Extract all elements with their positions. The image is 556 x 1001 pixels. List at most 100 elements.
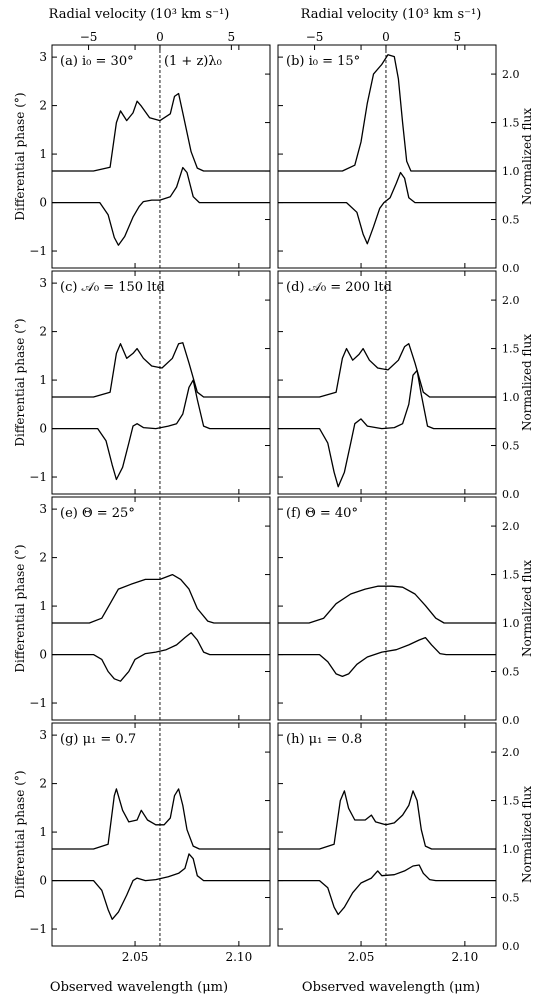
flux-tick-label: 2.0 — [502, 746, 520, 759]
top-axis-label-left: Radial velocity (10³ km s⁻¹) — [49, 7, 230, 22]
flux-tick-label: 1.0 — [502, 391, 520, 404]
panel-b: −5 0 5 0.0 0.5 1.0 1.5 2.0 Normalized flux (b) i₀… — [277, 30, 534, 275]
panel-label: (f) Θ = 40° — [286, 506, 358, 521]
phase-axis-label: Differential phase (°) — [13, 92, 27, 220]
phase-curve — [52, 853, 270, 920]
panel-c: −1 0 1 2 3 Differential phase (°) (c) 𝒜₀ = 150… — [13, 270, 271, 495]
top-axis-label-right: Radial velocity (10³ km s⁻¹) — [301, 7, 482, 22]
flux-curve — [52, 92, 270, 172]
flux-curve — [278, 54, 496, 172]
panel-e: −1 0 1 2 3 Differential phase (°) (e) Θ = 25° — [13, 496, 271, 721]
velocity-tick-label: 0 — [382, 30, 390, 44]
phase-axis-label: Differential phase (°) — [13, 544, 27, 672]
phase-curve — [278, 171, 496, 245]
flux-axis-label: Normalized flux — [520, 560, 534, 657]
wavelength-tick-label: 2.10 — [451, 950, 478, 964]
phase-tick-label: 1 — [39, 825, 47, 839]
bottom-axis-label-right: Observed wavelength (μm) — [302, 980, 480, 995]
panel-frame — [51, 44, 271, 269]
flux-tick-label: 0.0 — [502, 714, 520, 727]
panel-label: (g) μ₁ = 0.7 — [60, 732, 136, 747]
velocity-tick-label: −5 — [80, 30, 98, 44]
phase-tick-label: 0 — [39, 648, 47, 662]
flux-tick-label: 0.0 — [502, 940, 520, 953]
systemic-wavelength-annotation: (1 + z)λ₀ — [164, 54, 222, 69]
flux-curve — [278, 343, 496, 398]
panel-frame — [51, 496, 271, 721]
phase-tick-label: −1 — [29, 922, 47, 936]
phase-curve — [278, 369, 496, 488]
panel-label: (b) i₀ = 15° — [286, 54, 360, 69]
flux-curve — [278, 790, 496, 850]
velocity-tick-label: 5 — [454, 30, 462, 44]
bottom-axis-label-left: Observed wavelength (μm) — [50, 980, 228, 995]
velocity-tick-label: −5 — [306, 30, 324, 44]
flux-tick-label: 1.5 — [502, 343, 520, 356]
phase-curve — [52, 632, 270, 682]
wavelength-tick-label: 2.05 — [122, 950, 149, 964]
phase-curve — [278, 636, 496, 678]
phase-tick-label: −1 — [29, 244, 47, 258]
panel-frame — [277, 270, 497, 495]
flux-tick-label: 1.0 — [502, 843, 520, 856]
velocity-tick-label: 0 — [156, 30, 164, 44]
phase-tick-label: 1 — [39, 147, 47, 161]
phase-tick-label: 2 — [39, 99, 47, 113]
flux-tick-label: 2.0 — [502, 68, 520, 81]
panel-frame — [277, 722, 497, 947]
flux-tick-label: 1.0 — [502, 617, 520, 630]
flux-tick-label: 2.0 — [502, 294, 520, 307]
panel-label: (c) 𝒜₀ = 150 ltd — [60, 280, 165, 295]
flux-curve — [52, 788, 270, 850]
panel-frame — [277, 496, 497, 721]
flux-curve — [52, 342, 270, 398]
phase-tick-label: 1 — [39, 373, 47, 387]
phase-axis-label: Differential phase (°) — [13, 318, 27, 446]
flux-tick-label: 1.5 — [502, 569, 520, 582]
panel-label: (a) i₀ = 30° — [60, 54, 134, 69]
phase-tick-label: 0 — [39, 874, 47, 888]
panel-a: −5 0 5 −1 0 1 2 3 Differential phase (°) (a) i₀ =… — [13, 30, 271, 269]
flux-tick-label: 2.0 — [502, 520, 520, 533]
panel-label: (e) Θ = 25° — [60, 506, 135, 521]
flux-tick-label: 0.5 — [502, 440, 520, 453]
flux-curve — [278, 585, 496, 624]
flux-tick-label: 0.0 — [502, 488, 520, 501]
velocity-tick-label: 5 — [228, 30, 236, 44]
panel-frame — [277, 44, 497, 269]
flux-tick-label: 1.0 — [502, 165, 520, 178]
phase-tick-label: 3 — [39, 502, 47, 516]
wavelength-tick-label: 2.10 — [225, 950, 252, 964]
phase-tick-label: 1 — [39, 599, 47, 613]
flux-axis-label: Normalized flux — [520, 108, 534, 205]
phase-curve — [52, 379, 270, 481]
panel-frame — [51, 270, 271, 495]
phase-tick-label: 0 — [39, 196, 47, 210]
flux-tick-label: 1.5 — [502, 795, 520, 808]
panel-frame — [51, 722, 271, 947]
phase-tick-label: 2 — [39, 777, 47, 791]
phase-tick-label: 2 — [39, 551, 47, 565]
flux-tick-label: 0.5 — [502, 892, 520, 905]
phase-tick-label: 2 — [39, 325, 47, 339]
wavelength-tick-label: 2.05 — [348, 950, 375, 964]
flux-tick-label: 1.5 — [502, 117, 520, 130]
panel-f: 0.0 0.5 1.0 1.5 2.0 Normalized flux (f) Θ = 40… — [277, 496, 534, 727]
phase-curve — [52, 166, 270, 246]
flux-tick-label: 0.0 — [502, 262, 520, 275]
phase-tick-label: 3 — [39, 276, 47, 290]
phase-axis-label: Differential phase (°) — [13, 770, 27, 898]
phase-tick-label: −1 — [29, 470, 47, 484]
panel-label: (h) μ₁ = 0.8 — [286, 732, 362, 747]
flux-axis-label: Normalized flux — [520, 786, 534, 883]
flux-tick-label: 0.5 — [502, 214, 520, 227]
panel-d: 0.0 0.5 1.0 1.5 2.0 Normalized flux (d) 𝒜₀ = 2… — [277, 270, 534, 501]
panel-h: 2.05 2.10 0.0 0.5 1.0 1.5 2.0 Normalized flux (h… — [277, 722, 534, 964]
phase-tick-label: −1 — [29, 696, 47, 710]
phase-curve — [278, 864, 496, 916]
phase-tick-label: 3 — [39, 728, 47, 742]
panel-g: 2.05 2.10 −1 0 1 2 3 Differential phase (°) (g) … — [13, 722, 271, 964]
flux-axis-label: Normalized flux — [520, 334, 534, 431]
flux-curve — [52, 573, 270, 624]
